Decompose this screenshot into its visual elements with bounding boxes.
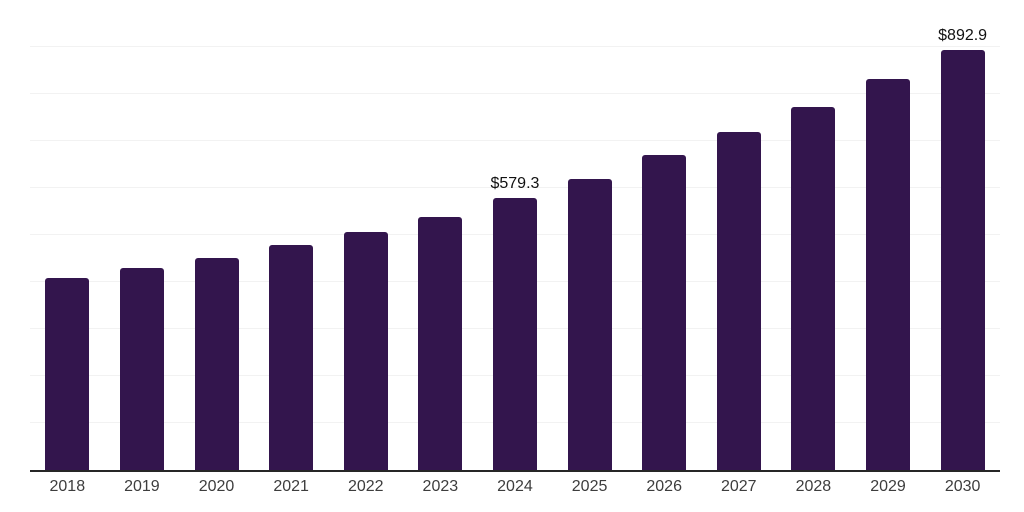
bar-2018 (45, 278, 90, 470)
bars: $579.3 $892.9 (30, 0, 1000, 470)
bar-slot-2026 (627, 0, 702, 470)
bar-slot-2019 (105, 0, 180, 470)
bar-slot-2025 (552, 0, 627, 470)
x-tick-2023: 2023 (422, 478, 459, 495)
x-tick-2020: 2020 (198, 478, 235, 495)
x-tick-2027: 2027 (720, 478, 757, 495)
plot-area: $579.3 $892.9 (30, 0, 1000, 472)
bar-slot-2030: $892.9 (925, 0, 1000, 470)
bar-slot-2027 (701, 0, 776, 470)
bar-slot-2024: $579.3 (478, 0, 553, 470)
bar-slot-2028 (776, 0, 851, 470)
bar-slot-2022 (328, 0, 403, 470)
gridline-900 (30, 46, 1000, 47)
bar-2024: $579.3 (490, 176, 539, 470)
x-axis-line (30, 470, 1000, 472)
bar-2030: $892.9 (938, 28, 987, 470)
bar-2027 (716, 132, 761, 470)
bar-slot-2023 (403, 0, 478, 470)
x-tick-2024: 2024 (497, 478, 533, 495)
x-axis-labels: 2018 2019 2020 2021 2022 2023 2024 2025 2026 2027… (30, 478, 1000, 496)
bar-2023 (418, 217, 463, 470)
bar-slot-2029 (851, 0, 926, 470)
x-tick-2030: 2030 (944, 478, 981, 495)
bar-2019 (119, 268, 164, 470)
bar-value-label-2030: $892.9 (938, 27, 988, 44)
bar-2028 (791, 107, 836, 470)
bar-2020 (194, 258, 239, 470)
gridline-700 (30, 140, 1000, 141)
gridline-800 (30, 93, 1000, 94)
bar-2029 (866, 79, 910, 470)
x-tick-2028: 2028 (795, 478, 832, 495)
bar-2025 (567, 179, 612, 470)
x-tick-2025: 2025 (571, 478, 608, 495)
bar-slot-2021 (254, 0, 329, 470)
x-tick-2021: 2021 (273, 478, 309, 495)
x-tick-2022: 2022 (347, 478, 384, 495)
bar-value-label-2024: $579.3 (490, 175, 540, 192)
bar-2026 (642, 155, 687, 470)
x-tick-2018: 2018 (49, 478, 86, 495)
x-tick-2026: 2026 (646, 478, 682, 495)
x-tick-2029: 2029 (870, 478, 906, 495)
bar-2021 (269, 245, 314, 470)
x-tick-2019: 2019 (124, 478, 160, 495)
gridline-600 (30, 187, 1000, 188)
bar-slot-2018 (30, 0, 105, 470)
bar-slot-2020 (179, 0, 254, 470)
bar-2022 (343, 232, 388, 470)
